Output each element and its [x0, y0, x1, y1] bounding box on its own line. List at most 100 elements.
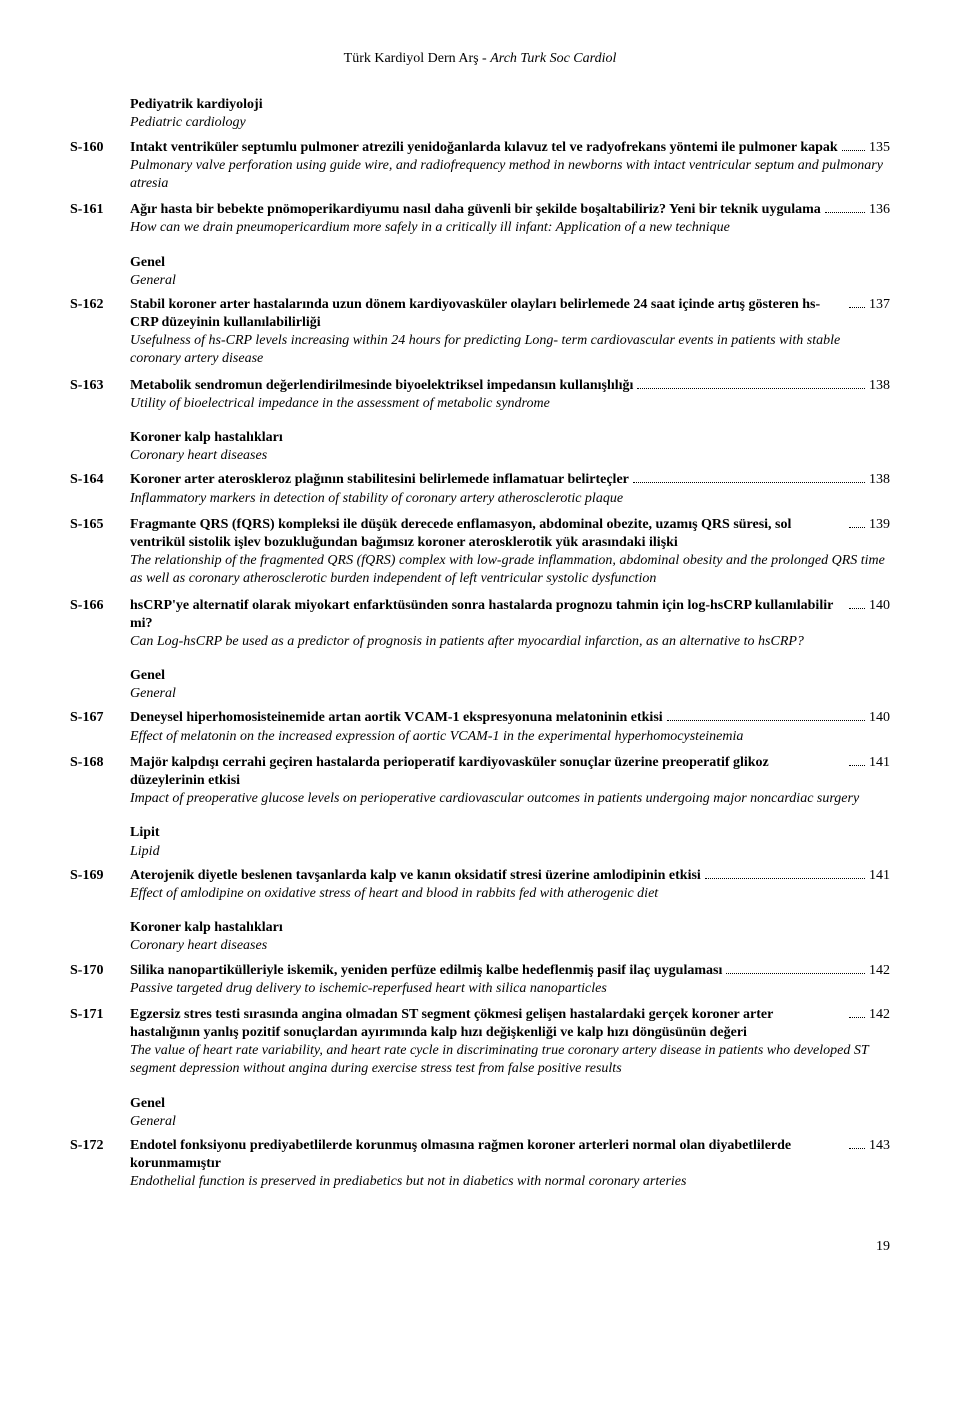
dot-leader	[637, 388, 865, 389]
dot-leader	[849, 1017, 865, 1018]
entry-title-line: Deneysel hiperhomosisteinemide artan aor…	[130, 709, 890, 727]
entry-title-tr: Egzersiz stres testi sırasında angina ol…	[130, 1006, 845, 1042]
section-heading-en: Lipid	[130, 843, 890, 861]
entry-code: S-162	[70, 296, 130, 314]
section-heading-en: General	[130, 272, 890, 290]
dot-leader	[726, 973, 865, 974]
entry-page: 143	[869, 1137, 890, 1155]
entry-title-line: hsCRP'ye alternatif olarak miyokart enfa…	[130, 597, 890, 633]
dot-leader	[633, 482, 865, 483]
entry-title-tr: Deneysel hiperhomosisteinemide artan aor…	[130, 709, 663, 727]
entry-code: S-171	[70, 1006, 130, 1024]
entry-title-en: Effect of melatonin on the increased exp…	[130, 728, 890, 746]
entry-title-en: Can Log-hsCRP be used as a predictor of …	[130, 633, 890, 651]
entry-title-tr: Metabolik sendromun değerlendirilmesinde…	[130, 377, 633, 395]
entry-title-line: Silika nanopartikülleriyle iskemik, yeni…	[130, 962, 890, 980]
section-heading-tr: Genel	[130, 667, 890, 685]
entry-page: 141	[869, 754, 890, 772]
entry-page: 140	[869, 709, 890, 727]
entry-title-tr: Koroner arter ateroskleroz plağının stab…	[130, 471, 629, 489]
entry-title-tr: Endotel fonksiyonu prediyabetlilerde kor…	[130, 1137, 845, 1173]
entry-code: S-161	[70, 201, 130, 219]
section-heading-tr: Genel	[130, 1095, 890, 1113]
page-number: 19	[70, 1238, 890, 1256]
dot-leader	[849, 1148, 865, 1149]
entry-title-line: Koroner arter ateroskleroz plağının stab…	[130, 471, 890, 489]
toc-entry: S-167Deneysel hiperhomosisteinemide arta…	[70, 709, 890, 751]
entry-code: S-168	[70, 754, 130, 772]
entry-page: 135	[869, 139, 890, 157]
toc-entry: S-170Silika nanopartikülleriyle iskemik,…	[70, 962, 890, 1004]
toc-entry: S-160Intakt ventriküler septumlu pulmone…	[70, 139, 890, 200]
dot-leader	[842, 150, 865, 151]
entry-title-en: Endothelial function is preserved in pre…	[130, 1173, 890, 1191]
entry-title-tr: Stabil koroner arter hastalarında uzun d…	[130, 296, 845, 332]
toc-entry: S-165Fragmante QRS (fQRS) kompleksi ile …	[70, 516, 890, 595]
entry-title-line: Intakt ventriküler septumlu pulmoner atr…	[130, 139, 890, 157]
entry-page: 140	[869, 597, 890, 615]
entry-title-line: Majör kalpdışı cerrahi geçiren hastalard…	[130, 754, 890, 790]
dot-leader	[849, 765, 865, 766]
running-head: Türk Kardiyol Dern Arş - Arch Turk Soc C…	[70, 50, 890, 68]
toc-entry: S-162Stabil koroner arter hastalarında u…	[70, 296, 890, 375]
entry-page: 138	[869, 377, 890, 395]
section-heading-en: Coronary heart diseases	[130, 447, 890, 465]
entry-title-en: Passive targeted drug delivery to ischem…	[130, 980, 890, 998]
entry-code: S-167	[70, 709, 130, 727]
dot-leader	[849, 527, 865, 528]
table-of-contents: Pediyatrik kardiyolojiPediatric cardiolo…	[70, 96, 890, 1197]
entry-code: S-160	[70, 139, 130, 157]
entry-title-tr: Fragmante QRS (fQRS) kompleksi ile düşük…	[130, 516, 845, 552]
toc-entry: S-166hsCRP'ye alternatif olarak miyokart…	[70, 597, 890, 658]
entry-title-line: Ağır hasta bir bebekte pnömoperikardiyum…	[130, 201, 890, 219]
entry-title-line: Fragmante QRS (fQRS) kompleksi ile düşük…	[130, 516, 890, 552]
entry-title-tr: Silika nanopartikülleriyle iskemik, yeni…	[130, 962, 722, 980]
toc-entry: S-171Egzersiz stres testi sırasında angi…	[70, 1006, 890, 1085]
entry-page: 142	[869, 1006, 890, 1024]
dot-leader	[849, 307, 865, 308]
entry-title-line: Aterojenik diyetle beslenen tavşanlarda …	[130, 867, 890, 885]
dot-leader	[667, 720, 865, 721]
dot-leader	[705, 878, 865, 879]
entry-title-tr: hsCRP'ye alternatif olarak miyokart enfa…	[130, 597, 845, 633]
entry-title-en: How can we drain pneumopericardium more …	[130, 219, 890, 237]
entry-code: S-164	[70, 471, 130, 489]
entry-page: 136	[869, 201, 890, 219]
entry-code: S-165	[70, 516, 130, 534]
entry-title-tr: Aterojenik diyetle beslenen tavşanlarda …	[130, 867, 701, 885]
entry-title-tr: Ağır hasta bir bebekte pnömoperikardiyum…	[130, 201, 821, 219]
entry-title-en: Usefulness of hs-CRP levels increasing w…	[130, 332, 890, 368]
entry-page: 139	[869, 516, 890, 534]
running-head-right: Arch Turk Soc Cardiol	[490, 51, 616, 66]
entry-title-line: Stabil koroner arter hastalarında uzun d…	[130, 296, 890, 332]
entry-title-en: Inflammatory markers in detection of sta…	[130, 490, 890, 508]
toc-entry: S-169Aterojenik diyetle beslenen tavşanl…	[70, 867, 890, 909]
toc-entry: S-161Ağır hasta bir bebekte pnömoperikar…	[70, 201, 890, 243]
toc-entry: S-168Majör kalpdışı cerrahi geçiren hast…	[70, 754, 890, 815]
entry-page: 141	[869, 867, 890, 885]
entry-page: 138	[869, 471, 890, 489]
section-heading-tr: Genel	[130, 254, 890, 272]
entry-title-en: Utility of bioelectrical impedance in th…	[130, 395, 890, 413]
entry-page: 142	[869, 962, 890, 980]
entry-title-en: The relationship of the fragmented QRS (…	[130, 552, 890, 588]
entry-title-line: Egzersiz stres testi sırasında angina ol…	[130, 1006, 890, 1042]
toc-entry: S-164Koroner arter ateroskleroz plağının…	[70, 471, 890, 513]
toc-entry: S-172Endotel fonksiyonu prediyabetlilerd…	[70, 1137, 890, 1198]
entry-title-en: Effect of amlodipine on oxidative stress…	[130, 885, 890, 903]
section-heading-en: Coronary heart diseases	[130, 937, 890, 955]
entry-title-tr: Intakt ventriküler septumlu pulmoner atr…	[130, 139, 838, 157]
section-heading-en: General	[130, 1113, 890, 1131]
dot-leader	[825, 212, 865, 213]
entry-code: S-163	[70, 377, 130, 395]
entry-page: 137	[869, 296, 890, 314]
section-heading-tr: Koroner kalp hastalıkları	[130, 429, 890, 447]
section-heading-en: Pediatric cardiology	[130, 114, 890, 132]
section-heading-tr: Pediyatrik kardiyoloji	[130, 96, 890, 114]
entry-title-line: Metabolik sendromun değerlendirilmesinde…	[130, 377, 890, 395]
entry-code: S-172	[70, 1137, 130, 1155]
entry-title-en: Pulmonary valve perforation using guide …	[130, 157, 890, 193]
entry-code: S-169	[70, 867, 130, 885]
section-heading-tr: Lipit	[130, 824, 890, 842]
running-head-left: Türk Kardiyol Dern Arş -	[344, 51, 491, 66]
